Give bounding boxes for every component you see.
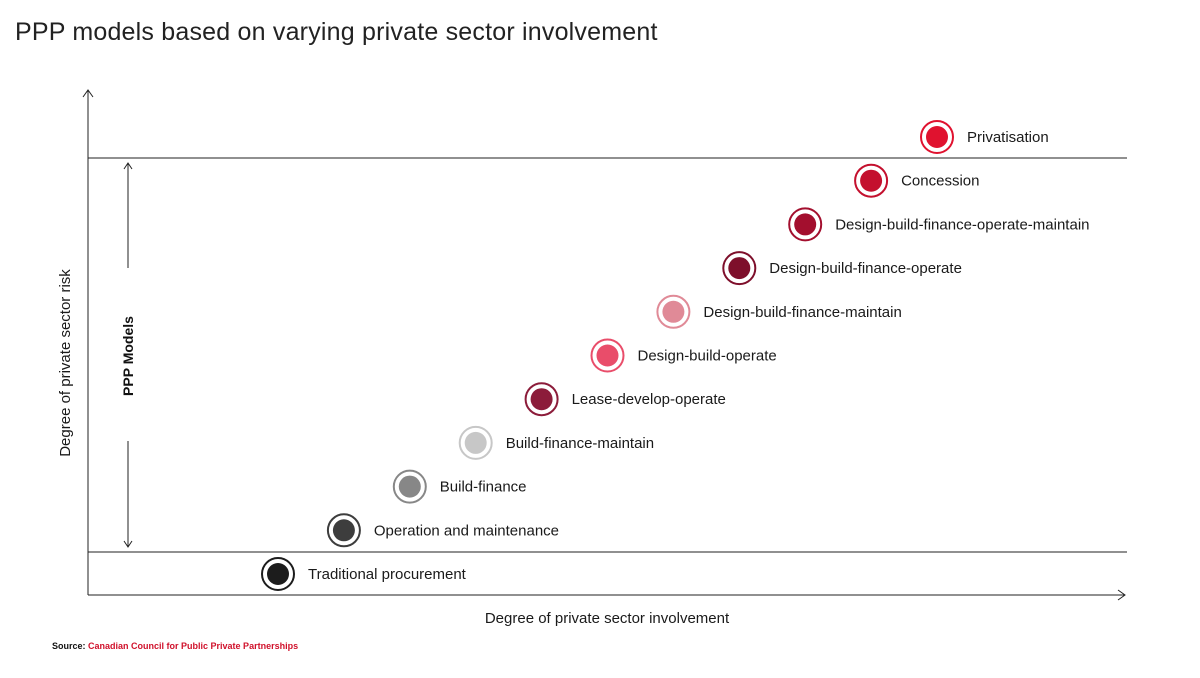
data-point: Build-finance: [392, 469, 527, 504]
axes: [82, 89, 1126, 601]
data-point-marker: [596, 344, 619, 367]
data-point-marker: [267, 563, 289, 585]
data-point-marker: [398, 475, 421, 498]
source-note: Source: Canadian Council for Public Priv…: [52, 641, 298, 651]
data-point-marker: [926, 126, 948, 148]
data-point-label: Traditional procurement: [308, 566, 467, 583]
data-point-label: Build-finance-maintain: [506, 435, 654, 452]
y-axis-label: Degree of private sector risk: [57, 269, 74, 457]
data-point-marker: [794, 213, 817, 236]
y-axis-arrowhead: [82, 89, 94, 98]
data-point: Design-build-finance-operate: [722, 251, 962, 286]
data-point: Build-finance-maintain: [458, 425, 654, 460]
data-point-marker: [332, 519, 355, 542]
data-point-label: Concession: [901, 173, 979, 190]
data-point: Operation and maintenance: [326, 513, 559, 548]
x-axis-label: Degree of private sector involvement: [485, 610, 730, 627]
data-point: Design-build-finance-maintain: [656, 294, 902, 329]
data-point: Privatisation: [920, 120, 1049, 154]
data-point-marker: [530, 388, 553, 411]
data-point-label: Build-finance: [440, 479, 527, 496]
source-label: Source:: [52, 641, 86, 651]
data-point-label: Operation and maintenance: [374, 522, 559, 539]
data-point: Design-build-finance-operate-maintain: [788, 207, 1090, 242]
ppp-band-boundaries: [88, 157, 1127, 553]
chart-title: PPP models based on varying private sect…: [15, 18, 658, 46]
source-text: Canadian Council for Public Private Part…: [88, 641, 299, 651]
x-axis-arrowhead: [1117, 589, 1126, 601]
data-point-label: Design-build-operate: [638, 348, 777, 365]
data-point-label: Design-build-finance-operate: [769, 260, 962, 277]
data-point: Traditional procurement: [261, 557, 467, 591]
data-point-marker: [728, 257, 751, 280]
data-point: Lease-develop-operate: [524, 382, 726, 417]
band-bracket-down-arrowhead: [123, 540, 133, 548]
data-point-marker: [860, 169, 883, 192]
ppp-band-bracket: PPP Models: [120, 162, 136, 548]
data-point: Design-build-operate: [590, 338, 777, 373]
data-points: Traditional procurement Operation and mai…: [261, 120, 1090, 591]
data-point-marker: [464, 431, 487, 454]
data-point: Concession: [854, 163, 979, 198]
data-point-label: Privatisation: [967, 129, 1049, 146]
data-point-marker: [662, 300, 685, 323]
data-point-label: Design-build-finance-maintain: [703, 304, 901, 321]
data-point-label: Lease-develop-operate: [572, 391, 726, 408]
band-label: PPP Models: [120, 316, 136, 396]
band-bracket-up-arrowhead: [123, 162, 133, 170]
data-point-label: Design-build-finance-operate-maintain: [835, 216, 1089, 233]
